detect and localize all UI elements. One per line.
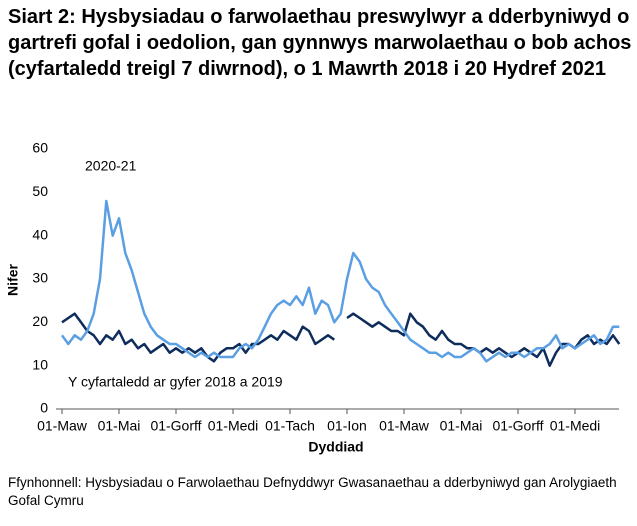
y-tick-label: 50 xyxy=(32,183,48,199)
x-tick-label: 01-Ion xyxy=(327,418,367,434)
x-tick-label: 01-Medi xyxy=(208,418,259,434)
source-note: Ffynhonnell: Hysbysiadau o Farwolaethau … xyxy=(8,475,617,508)
x-axis-label: Dyddiad xyxy=(308,439,363,455)
x-tick-label: 01-Maw xyxy=(379,418,430,434)
chart: Nifer Dyddiad 2020-21 Y cyfartaledd ar g… xyxy=(5,140,621,455)
y-tick-label: 10 xyxy=(32,356,48,372)
y-tick-label: 30 xyxy=(32,270,48,286)
y-tick-label: 20 xyxy=(32,313,48,329)
series-line xyxy=(60,199,620,363)
x-tick-label: 01-Mai xyxy=(98,418,141,434)
y-axis-label: Nifer xyxy=(5,264,21,296)
y-tick-label: 0 xyxy=(40,400,48,416)
chart-title: Siart 2: Hysbysiadau o farwolaethau pres… xyxy=(8,6,632,80)
x-tick-label: 01-Gorff xyxy=(492,418,543,434)
annotation: 2020-21 xyxy=(85,158,137,174)
x-tick-label: 01-Mai xyxy=(440,418,483,434)
annotation: Y cyfartaledd ar gyfer 2018 a 2019 xyxy=(68,374,283,390)
y-tick-label: 40 xyxy=(32,226,48,242)
series-line xyxy=(61,312,621,367)
x-tick-label: 01-Medi xyxy=(550,418,601,434)
x-tick-label: 01-Maw xyxy=(37,418,88,434)
x-tick-label: 01-Tach xyxy=(265,418,315,434)
x-tick-label: 01-Gorff xyxy=(150,418,201,434)
y-tick-label: 60 xyxy=(32,140,48,156)
